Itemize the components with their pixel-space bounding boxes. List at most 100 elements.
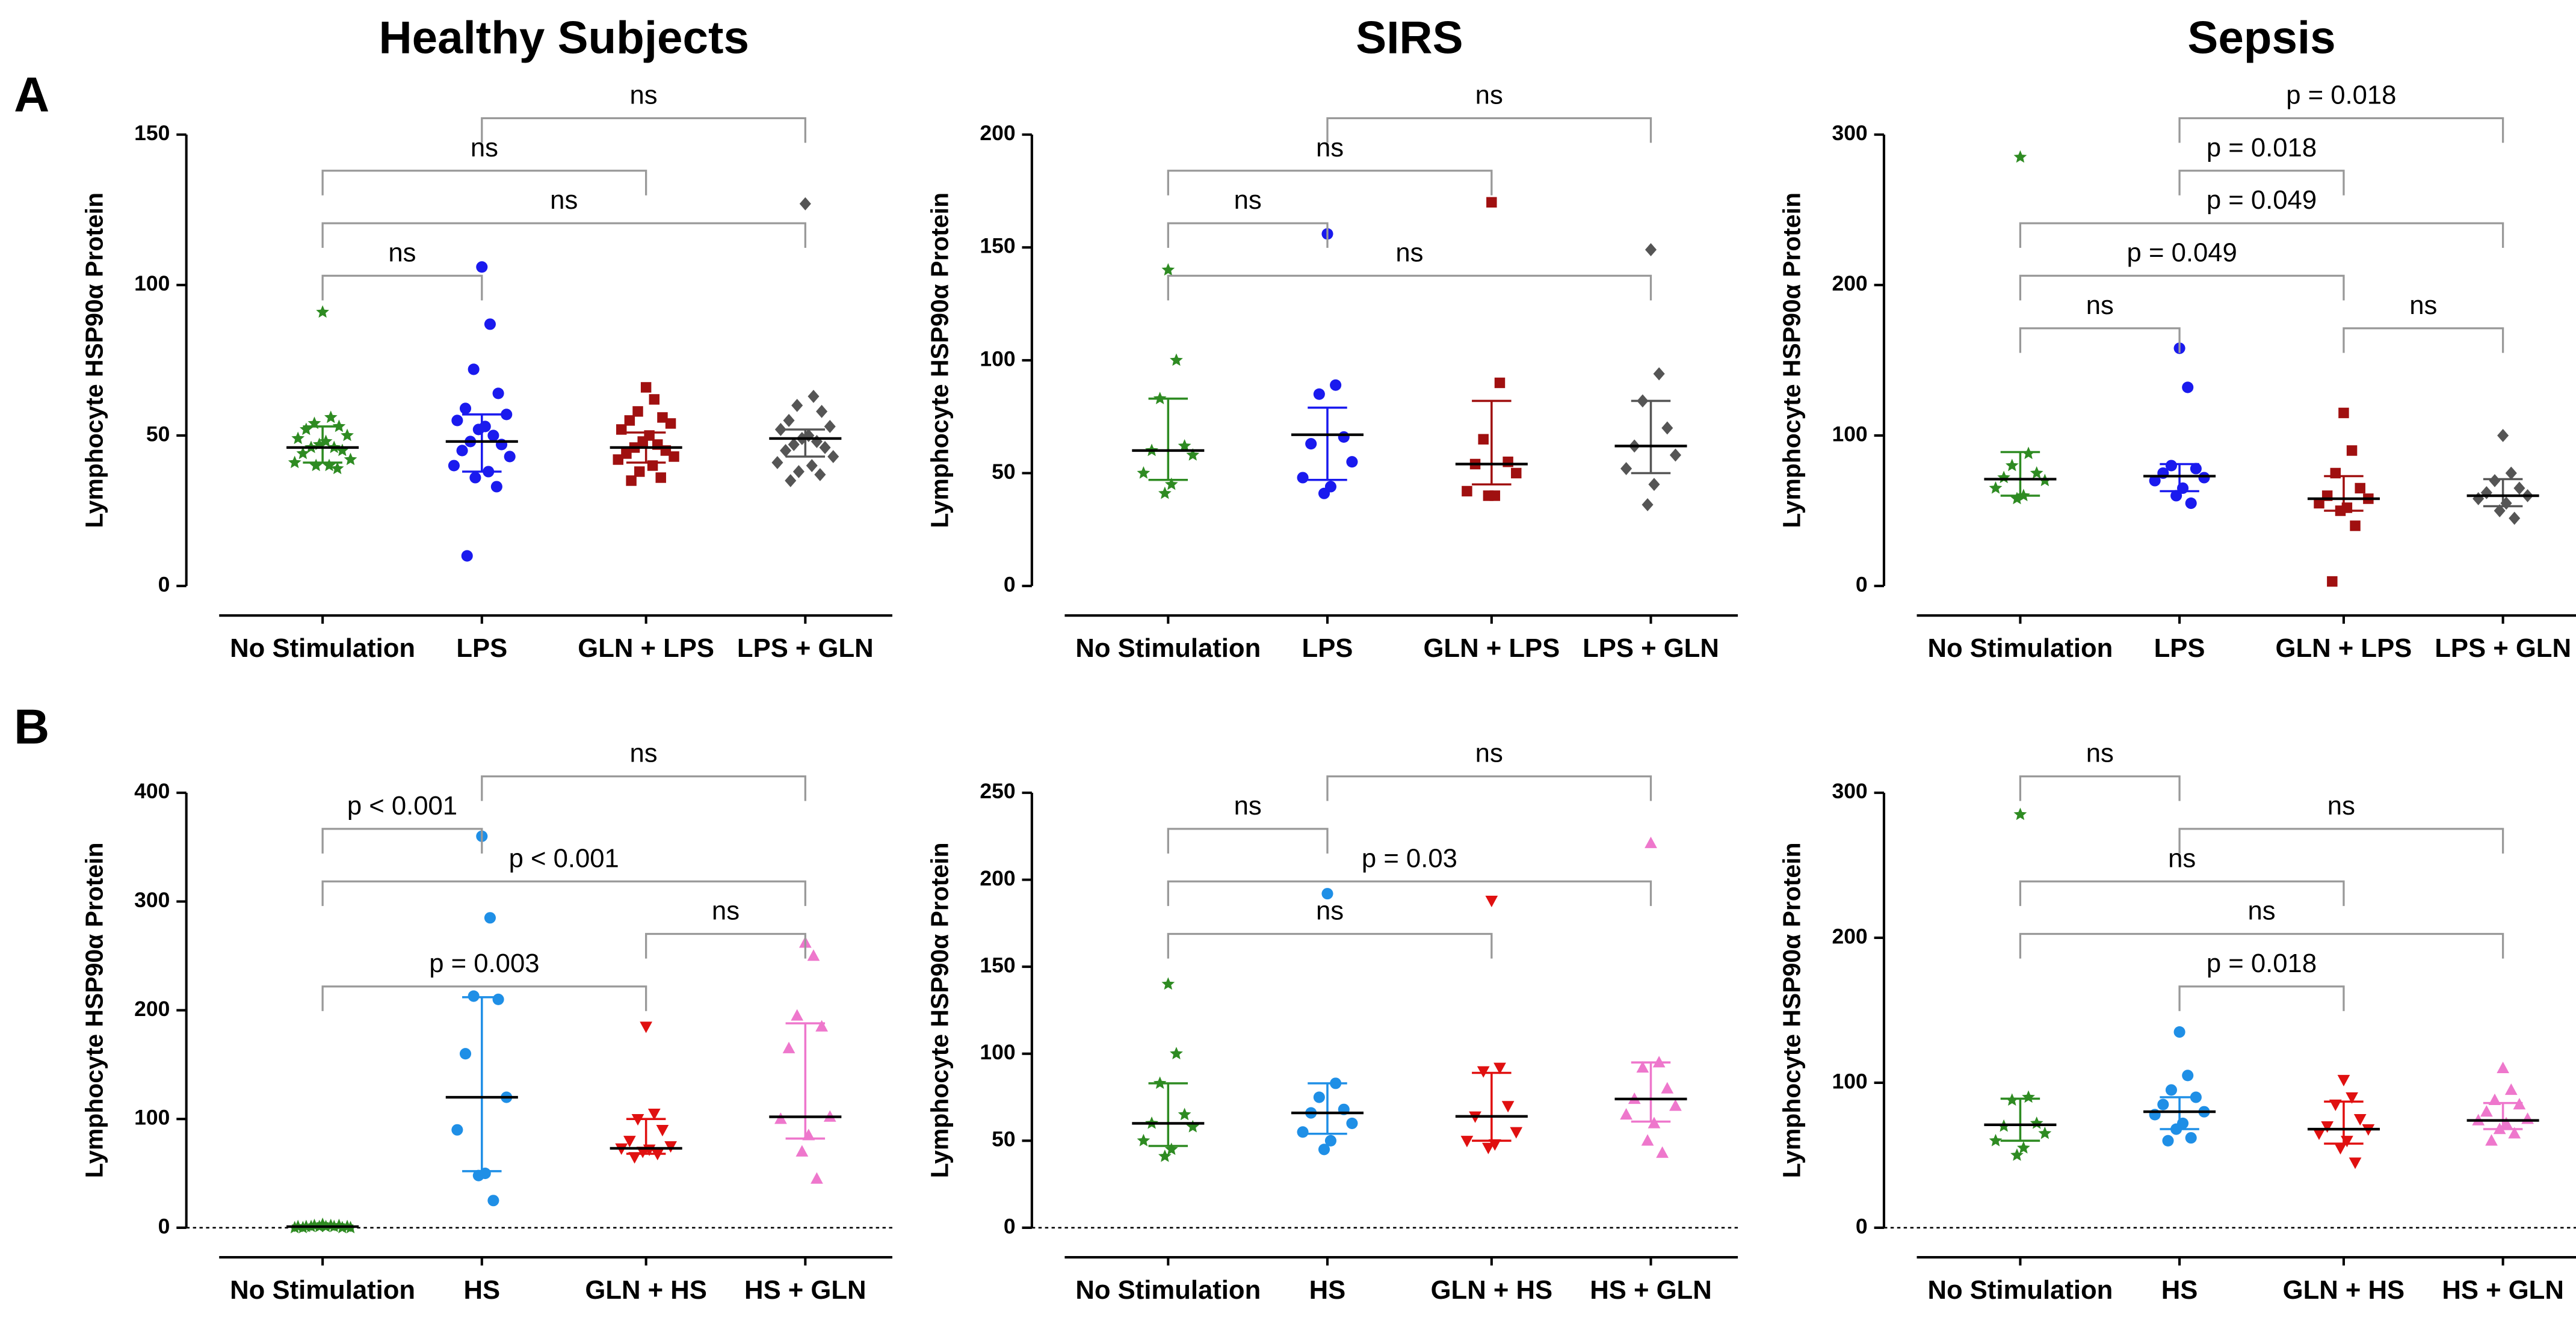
data-point (1186, 1119, 1200, 1133)
y-tick-label: 100 (1832, 1069, 1867, 1093)
comparison-label: ns (1234, 791, 1262, 821)
data-point (2350, 520, 2361, 531)
data-point (1158, 486, 1172, 499)
data-point (791, 399, 803, 412)
bracket (481, 117, 806, 143)
data-point (1318, 1144, 1330, 1156)
y-tick-label: 200 (980, 866, 1015, 890)
data-point (657, 412, 668, 423)
data-point (792, 465, 805, 478)
data-point (647, 1108, 661, 1121)
comparison-label: ns (471, 133, 498, 162)
y-axis-label: Lymphocyte HSP90α Protein (80, 842, 108, 1178)
data-point (2182, 381, 2194, 393)
data-point (1321, 888, 1333, 900)
comparison-label: ns (1316, 896, 1344, 926)
data-point (2170, 490, 2182, 502)
data-point (824, 420, 836, 433)
data-point (309, 458, 323, 472)
comparison-label: p = 0.03 (1362, 843, 1457, 873)
comparison-label: ns (1395, 238, 1423, 267)
data-point (468, 990, 480, 1002)
comparison-label: ns (2168, 843, 2196, 873)
data-point (1493, 1062, 1506, 1074)
data-point (628, 1152, 641, 1164)
data-point (487, 1195, 499, 1207)
data-point (2190, 463, 2202, 475)
bracket (2343, 327, 2504, 353)
bracket (1326, 775, 1652, 801)
data-point (2497, 1061, 2509, 1073)
data-point (791, 1009, 804, 1021)
data-point (323, 458, 336, 472)
comparison-label: ns (630, 739, 658, 768)
comparison-label: p < 0.001 (509, 843, 619, 873)
data-point (1510, 1127, 1523, 1139)
data-point (1485, 896, 1498, 908)
data-point (1620, 1108, 1632, 1120)
comparison-label: p < 0.001 (347, 791, 457, 821)
data-point (2157, 1098, 2169, 1110)
data-point (806, 459, 818, 472)
x-tick-label: No Stimulation (1927, 1275, 2113, 1305)
data-point (616, 424, 627, 435)
x-tick-label: HS + GLN (1590, 1275, 1711, 1305)
bracket (321, 880, 806, 907)
data-point (291, 431, 305, 445)
y-tick-label: 300 (1832, 779, 1867, 803)
data-point (501, 408, 513, 420)
data-point (2321, 1121, 2334, 1133)
data-point (2508, 1127, 2521, 1139)
comparison-label: ns (2327, 791, 2355, 821)
x-tick-label: No Stimulation (1927, 633, 2113, 663)
data-point (459, 1048, 472, 1060)
data-point (476, 261, 488, 273)
data-point (2173, 1026, 2185, 1038)
bracket (1167, 932, 1493, 959)
comparison-label: p = 0.003 (429, 949, 539, 978)
data-point (1636, 1061, 1649, 1073)
data-point (814, 468, 826, 481)
data-point (2337, 1074, 2350, 1087)
bracket (645, 932, 806, 959)
y-tick-label: 150 (980, 234, 1015, 258)
x-tick-label: No Stimulation (1075, 633, 1261, 663)
data-point (2162, 1135, 2174, 1147)
data-point (2010, 1148, 2024, 1161)
bracket (2019, 327, 2181, 353)
data-point (1645, 243, 1657, 256)
y-tick-label: 50 (146, 422, 170, 446)
data-point (2327, 576, 2338, 587)
y-axis-label: Lymphocyte HSP90α Protein (1778, 192, 1806, 528)
data-point (324, 410, 338, 423)
panel-title: Sepsis (2187, 12, 2335, 63)
data-point (1186, 448, 1200, 461)
data-point (1137, 1133, 1151, 1147)
data-point (665, 418, 676, 429)
panel-title: SIRS (1356, 12, 1463, 63)
data-point (1645, 836, 1657, 848)
data-point (2338, 407, 2349, 419)
comparison-label: ns (1475, 739, 1503, 768)
y-axis-label: Lymphocyte HSP90α Protein (926, 192, 954, 528)
data-point (1642, 498, 1654, 511)
data-point (1178, 439, 1191, 452)
x-tick-label: GLN + HS (1431, 1275, 1552, 1305)
data-point (468, 363, 480, 375)
bracket (321, 985, 647, 1011)
data-point (1170, 353, 1183, 366)
data-point (819, 441, 831, 454)
data-point (1346, 1117, 1358, 1129)
data-point (472, 1169, 484, 1181)
data-point (1653, 367, 1665, 381)
data-point (1641, 1134, 1654, 1146)
data-point (2010, 491, 2024, 505)
data-point (1656, 1146, 1669, 1158)
x-tick-label: GLN + LPS (2276, 633, 2412, 663)
data-point (1482, 1142, 1495, 1154)
data-point (2489, 474, 2501, 487)
x-tick-label: HS (1309, 1275, 1346, 1305)
data-point (2030, 466, 2043, 479)
